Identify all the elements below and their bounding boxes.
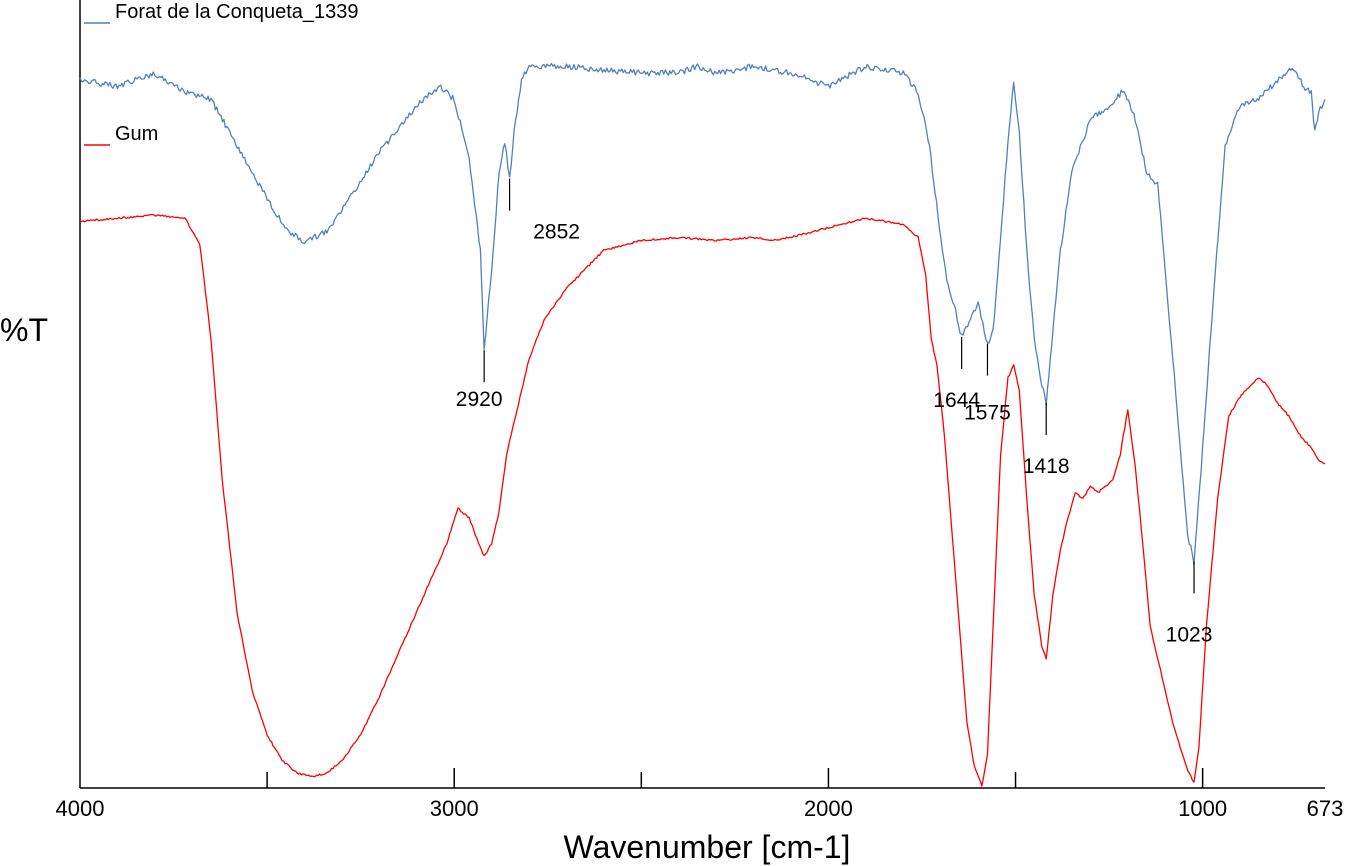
y-axis-title: %T [0,312,48,348]
peak-label-2852: 2852 [533,221,580,244]
series-line-1 [79,62,1326,565]
peak-label-1023: 1023 [1166,623,1213,646]
x-axis-title: Wavenumber [cm-1] [564,829,851,865]
series-group [79,62,1326,787]
x-tick-labels: 4000 3000 2000 1000 673 [56,796,1344,821]
x-tick-label: 1000 [1178,796,1227,821]
legend-label-2: Gum [115,123,158,145]
legend-label-1: Forat de la Conqueta_1339 [115,1,359,23]
axes [79,0,1325,789]
peak-label-1418: 1418 [1023,455,1070,478]
series-line-2 [79,213,1326,787]
x-tick-label: 2000 [804,796,853,821]
peak-label-2920: 2920 [456,388,503,411]
peak-label-1575: 1575 [964,402,1011,425]
x-tick-label: 4000 [56,796,105,821]
peak-label-1644: 1644 [933,389,980,412]
x-ticks [266,768,1204,788]
x-tick-label: 673 [1307,796,1344,821]
x-tick-label: 3000 [430,796,479,821]
legend: Forat de la Conqueta_1339 Gum [84,1,359,146]
